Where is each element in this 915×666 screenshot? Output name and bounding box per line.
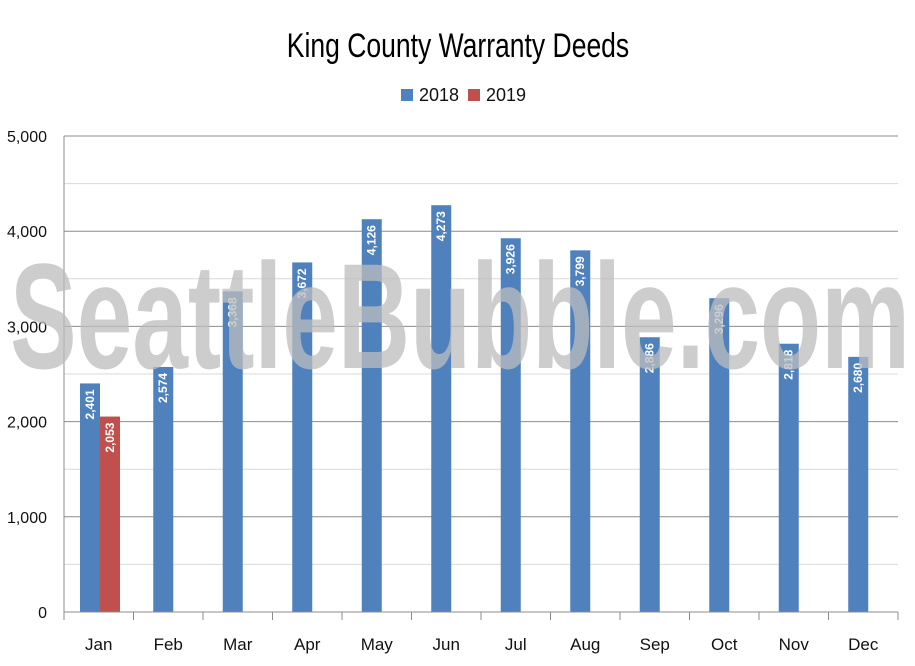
y-tick-label: 2,000: [7, 415, 47, 432]
bars: 2,401 2,053 2,574 3,368 3,672 4,126 4,273 3,926…: [80, 205, 869, 613]
legend-swatch-2019: [468, 89, 480, 101]
gridlines: [63, 135, 898, 613]
data-label: 3,672: [295, 268, 309, 298]
x-axis: Jan Feb Mar Apr May Jun Jul Aug Sep Oct Nov Dec: [63, 611, 899, 654]
y-tick-label: 5,000: [7, 129, 47, 146]
bar-2018: [222, 291, 243, 612]
bar-2018: [639, 337, 660, 612]
x-tick-label: Jun: [433, 635, 460, 654]
y-axis-ticks: 0 1,000 2,000 3,000 4,000 5,000: [7, 129, 47, 622]
chart-title: King County Warranty Deeds: [287, 27, 629, 65]
data-label: 2,574: [156, 373, 170, 403]
watermark: SeattleBubble.com: [10, 232, 910, 400]
x-tick-label: Apr: [294, 635, 321, 654]
x-tick-label: Nov: [779, 635, 810, 654]
bar-2018: [292, 262, 313, 612]
y-tick-label: 4,000: [7, 224, 47, 241]
bar-2018: [709, 298, 730, 612]
bar-2018: [500, 238, 521, 612]
x-tick-label: Oct: [711, 635, 738, 654]
x-tick-label: Feb: [154, 635, 183, 654]
x-tick-label: Jul: [505, 635, 527, 654]
y-tick-label: 3,000: [7, 319, 47, 336]
data-label: 3,799: [573, 256, 587, 286]
bar-2018: [361, 219, 382, 612]
data-label: 3,926: [504, 244, 518, 274]
x-tick-label: Mar: [223, 635, 253, 654]
legend: 2018 2019: [401, 85, 526, 105]
legend-label-2019: 2019: [486, 85, 526, 105]
data-label: 2,886: [643, 343, 657, 373]
legend-swatch-2018: [401, 89, 413, 101]
data-label: 3,368: [226, 297, 240, 327]
x-tick-label: May: [361, 635, 394, 654]
data-label: 3,296: [712, 304, 726, 334]
bar-2018: [431, 205, 452, 613]
x-tick-label: Aug: [570, 635, 600, 654]
data-label: 2,053: [103, 422, 117, 452]
bar-2018: [153, 366, 174, 612]
data-label: 2,680: [851, 363, 865, 393]
y-tick-label: 1,000: [7, 510, 47, 527]
data-label: 2,818: [782, 349, 796, 379]
bar-2019: [100, 416, 120, 612]
legend-label-2018: 2018: [419, 85, 459, 105]
data-label: 2,401: [83, 389, 97, 419]
data-label: 4,273: [434, 211, 448, 241]
bar-2018: [570, 250, 591, 612]
y-tick-label: 0: [38, 605, 47, 622]
data-label: 4,126: [365, 225, 379, 255]
bar-2018: [80, 383, 100, 612]
x-tick-label: Jan: [85, 635, 112, 654]
bar-2018: [848, 356, 869, 612]
bar-2018: [778, 343, 799, 612]
x-tick-label: Dec: [848, 635, 879, 654]
x-tick-label: Sep: [640, 635, 670, 654]
